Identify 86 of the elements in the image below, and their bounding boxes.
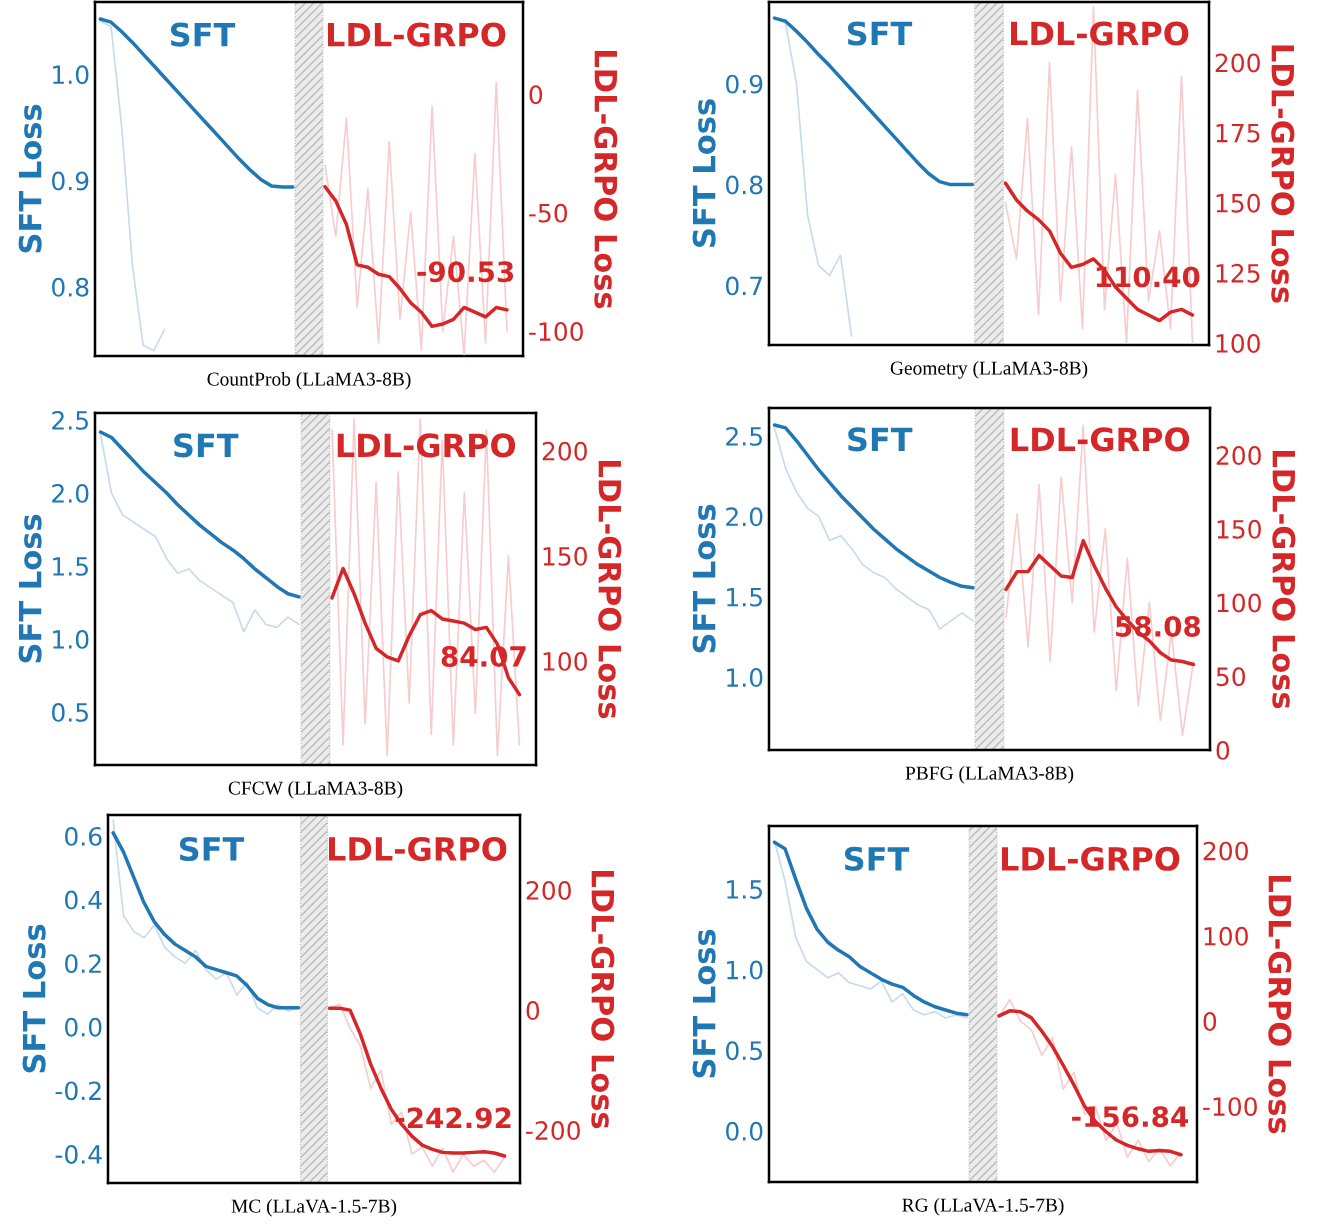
y-tick-label: 2.5: [726, 426, 762, 446]
y2-tick-label: 0: [1203, 1011, 1217, 1031]
y2-tick-label: 100: [543, 651, 587, 671]
text: LDL-GRPO: [337, 433, 516, 458]
text: LDL-GRPO: [328, 22, 506, 47]
y2-tick-label: 200: [542, 441, 587, 461]
y-tick-label: 0.8: [726, 175, 763, 195]
y-tick-label: 0.5: [52, 702, 88, 722]
y-tick-label: 2.5: [52, 410, 88, 430]
y2-tick-label: 200: [1215, 53, 1260, 73]
y-tick-label: 0.9: [726, 74, 763, 94]
y2-tick-label: 175: [1216, 123, 1260, 143]
y2-tick-label: -100: [1203, 1097, 1257, 1117]
y2-axis-title: LDL-GRPO Loss: [598, 461, 622, 719]
y-axis-title: SFT Loss: [692, 99, 716, 247]
y2-tick-label: 200: [526, 880, 571, 900]
y-tick-label: 2.0: [726, 507, 763, 527]
series-label: SFT: [179, 836, 245, 862]
y-tick-label: 1.0: [727, 960, 763, 980]
y2-tick-label: -100: [529, 322, 583, 341]
y2-tick-label: 100: [1217, 593, 1261, 613]
y2-axis-title: LDL-GRPO Loss: [1272, 451, 1296, 709]
y2-tick-label: 150: [543, 546, 587, 566]
y2-tick-label: 200: [1216, 446, 1261, 466]
y2-tick-label: 100: [1216, 333, 1260, 353]
y-tick-label: 1.0: [53, 629, 89, 649]
y-tick-label: 0.0: [65, 1017, 102, 1037]
y-tick-label: 0.7: [726, 276, 762, 296]
y-axis-title: SFT Loss: [692, 504, 716, 653]
line-series: [98, 430, 301, 599]
y-axis-title: SFT Loss: [22, 924, 46, 1073]
y-axis-title: SFT Loss: [18, 514, 42, 663]
series-label: SFT: [848, 427, 913, 452]
y-tick-label: 1.5: [727, 880, 762, 899]
annotation: -90.53: [417, 261, 514, 283]
y2-axis-title: LDL-GRPO Loss: [1271, 45, 1295, 303]
y-tick-label: 1.5: [53, 557, 88, 576]
y-tick-label: 1.0: [53, 65, 89, 85]
y2-tick-label: 125: [1216, 263, 1260, 283]
line-series: [99, 433, 300, 633]
line-series: [772, 423, 975, 590]
y-axis-title: SFT Loss: [18, 104, 42, 253]
text: LDL-GRPO: [329, 836, 507, 862]
line-series: [773, 427, 974, 630]
series-label: SFT: [844, 846, 910, 871]
y2-axis-title: LDL-GRPO Loss: [591, 871, 615, 1129]
x-axis-title: CountProb (LLaMA3-8B): [207, 371, 411, 390]
y2-tick-label: 150: [1217, 519, 1261, 539]
y-tick-label: 0.4: [65, 890, 102, 910]
text: LDL-GRPO: [1011, 427, 1190, 452]
y-tick-label: 2.0: [52, 483, 89, 503]
x-axis-title: Geometry (LLaMA3-8B): [890, 360, 1088, 379]
y-tick-label: -0.4: [55, 1145, 102, 1164]
series-label: SFT: [174, 433, 239, 458]
series-label: SFT: [170, 22, 236, 47]
y2-tick-label: -200: [526, 1121, 580, 1141]
y-tick-label: 1.0: [727, 668, 763, 688]
line-series: [98, 17, 295, 189]
y-tick-label: 0.0: [726, 1121, 763, 1141]
y2-tick-label: 100: [1204, 926, 1248, 946]
line-series: [772, 16, 975, 187]
y-tick-label: 0.6: [65, 826, 102, 846]
y-axis-title: SFT Loss: [692, 929, 716, 1078]
x-axis-title: RG (LLaVA-1.5-7B): [902, 1197, 1064, 1216]
y2-tick-label: -50: [529, 203, 568, 223]
x-axis-title: PBFG (LLaMA3-8B): [905, 765, 1074, 784]
y2-tick-label: 0: [1216, 740, 1230, 760]
text: LDL-GRPO: [1002, 846, 1180, 871]
y2-tick-label: 200: [1203, 841, 1248, 861]
y-tick-label: 0.9: [52, 171, 89, 191]
y2-axis-title: LDL-GRPO Loss: [1268, 876, 1292, 1134]
y2-tick-label: 0: [526, 1001, 540, 1020]
line-series: [99, 20, 166, 352]
y-tick-label: 0.8: [52, 277, 89, 297]
x-axis-title: CFCW (LLaMA3-8B): [228, 780, 403, 799]
series-label: SFT: [847, 21, 913, 46]
y2-axis-title: LDL-GRPO Loss: [594, 51, 618, 309]
y-tick-label: -0.2: [55, 1081, 101, 1101]
y2-tick-label: 50: [1216, 667, 1246, 687]
x-axis-title: MC (LLaVA-1.5-7B): [231, 1198, 397, 1217]
y2-tick-label: 150: [1216, 193, 1260, 213]
y-tick-label: 0.5: [726, 1041, 762, 1061]
y2-tick-label: 0: [529, 85, 543, 105]
y-tick-label: 1.5: [727, 588, 762, 607]
y-tick-label: 0.2: [65, 954, 101, 974]
text: LDL-GRPO: [1011, 21, 1189, 46]
